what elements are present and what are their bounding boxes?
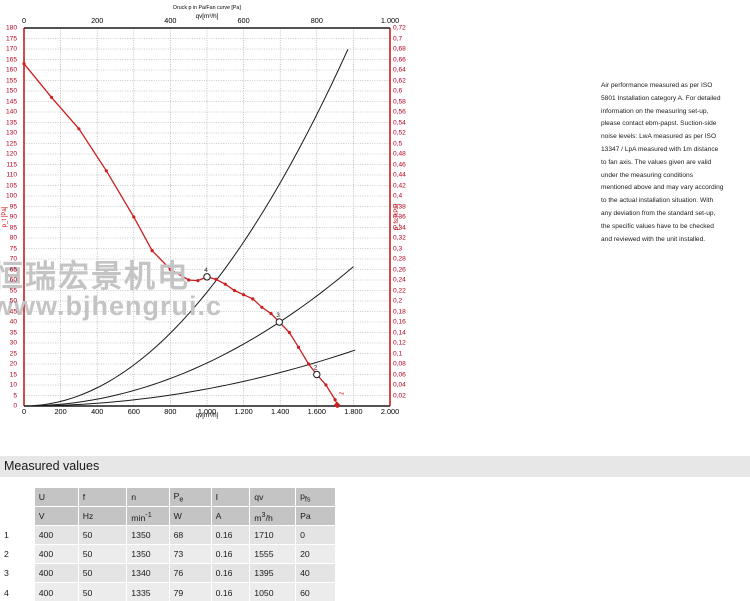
svg-text:2: 2	[314, 365, 318, 372]
svg-text:4: 4	[204, 267, 208, 274]
svg-text:3: 3	[276, 312, 280, 319]
svg-text:qv[m³/h]: qv[m³/h]	[196, 13, 219, 20]
svg-text:Druck p in Pa/Fan curve [Pa]: Druck p in Pa/Fan curve [Pa]	[173, 5, 241, 11]
